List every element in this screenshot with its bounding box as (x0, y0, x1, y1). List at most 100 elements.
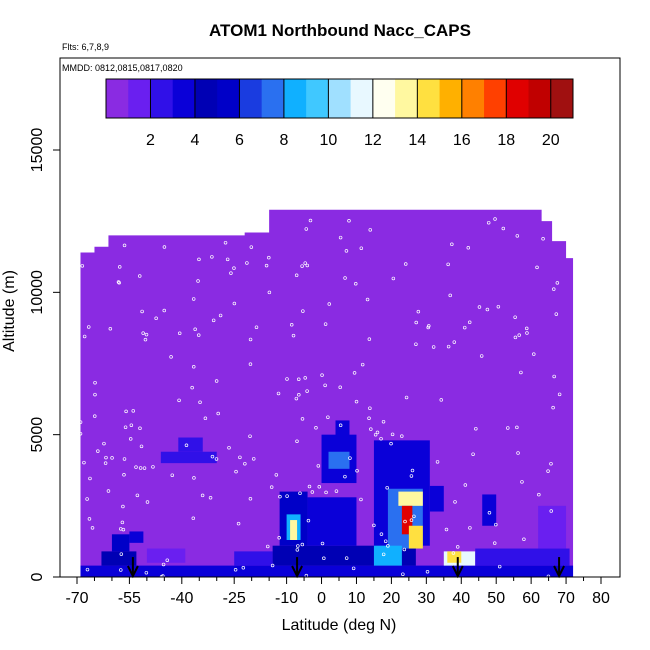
heatmap-background (80, 209, 574, 577)
track-point (138, 426, 142, 431)
track-point (474, 426, 478, 431)
track-point (291, 333, 296, 338)
track-point (403, 519, 407, 524)
track-point (451, 551, 456, 555)
track-point (546, 469, 550, 473)
heatmap-cell (482, 494, 497, 526)
x-tick-label: -70 (65, 590, 88, 607)
track-point (227, 445, 231, 450)
track-point (468, 526, 472, 530)
track-point (110, 456, 114, 460)
track-point (383, 539, 388, 543)
heatmap-cell (475, 548, 570, 566)
track-point (87, 517, 92, 521)
track-point (320, 373, 324, 377)
track-point (177, 398, 181, 403)
heatmap-cell (328, 451, 350, 469)
track-point (117, 281, 121, 285)
track-point (295, 439, 299, 444)
track-point (497, 564, 502, 569)
track-point (360, 362, 365, 367)
track-point (403, 262, 408, 266)
track-point (506, 426, 510, 430)
x-tick-label: 10 (348, 590, 366, 607)
colorbar-swatch (306, 79, 329, 118)
track-point (300, 264, 304, 268)
heatmap-layer (80, 209, 574, 577)
track-point (557, 392, 562, 397)
track-point (368, 406, 372, 410)
track-point (140, 309, 144, 314)
colorbar-swatch (528, 79, 552, 118)
track-point (193, 327, 197, 332)
track-point (203, 416, 208, 421)
track-point (184, 443, 189, 447)
track-point (248, 497, 253, 501)
track-point (446, 344, 451, 349)
track-point (170, 473, 175, 477)
track-point (344, 249, 349, 253)
track-point (452, 340, 457, 344)
track-point (353, 281, 358, 286)
colorbar-frame (105, 78, 574, 119)
track-point (198, 400, 202, 405)
track-point (532, 352, 536, 356)
colorbar-swatch (128, 79, 151, 118)
arrow-layer (126, 557, 565, 579)
track-point (145, 500, 150, 504)
track-point (368, 228, 373, 232)
chart-title: ATOM1 Northbound Nacc_CAPS (209, 21, 471, 40)
track-point (135, 493, 140, 498)
heatmap-cell (307, 497, 357, 546)
track-point (223, 240, 228, 245)
track-point (385, 485, 389, 490)
track-point (515, 425, 519, 430)
track-point (211, 318, 216, 323)
x-tick-label: 60 (522, 590, 540, 607)
track-point (516, 451, 520, 455)
track-point (520, 480, 524, 484)
track-point (369, 427, 373, 431)
colorbar-swatch (261, 79, 285, 118)
flights-note: Flts: 6,7,8,9 (62, 42, 109, 52)
track-point (379, 436, 383, 441)
x-tick-label: -55 (118, 590, 141, 607)
track-point (381, 552, 386, 557)
track-point (375, 430, 380, 435)
track-point (192, 476, 196, 480)
track-point (444, 527, 449, 532)
track-point (453, 500, 457, 504)
track-point (106, 489, 111, 493)
track-point (351, 566, 356, 571)
colorbar-swatch (172, 79, 196, 118)
track-point (191, 365, 196, 369)
descent-arrow-head (553, 565, 565, 579)
track-point (317, 485, 322, 489)
track-point (359, 246, 364, 250)
track-point (414, 320, 418, 325)
colorbar-tick-label: 20 (542, 132, 560, 149)
track-point (86, 325, 91, 329)
track-point (295, 548, 300, 552)
descent-arrow-head (451, 565, 464, 579)
track-point (120, 520, 125, 525)
track-point (323, 383, 327, 388)
track-point (446, 262, 450, 267)
track-point (210, 454, 215, 459)
track-point (119, 552, 124, 556)
track-point (367, 337, 372, 341)
track-point (314, 426, 318, 430)
x-tick-label: 30 (417, 590, 435, 607)
plot-frame (59, 57, 621, 578)
track-point (298, 491, 302, 496)
track-point (466, 246, 471, 250)
track-point (267, 255, 271, 260)
track-point (373, 432, 378, 437)
track-point (154, 316, 158, 321)
track-point (525, 331, 529, 335)
track-point (479, 354, 484, 358)
y-tick-label: 10000 (29, 270, 46, 315)
track-point (90, 526, 95, 530)
track-point (104, 455, 108, 460)
track-point (138, 466, 143, 470)
